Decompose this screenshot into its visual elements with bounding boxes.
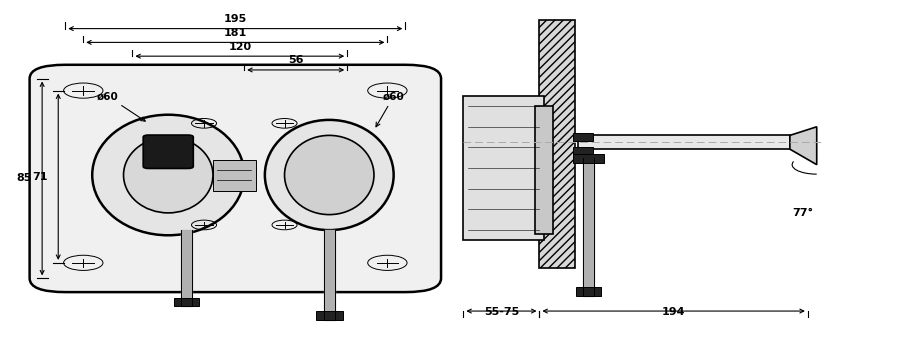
Ellipse shape — [123, 137, 213, 213]
Text: 120: 120 — [229, 42, 251, 52]
Text: 55-75: 55-75 — [484, 307, 519, 317]
Text: 71: 71 — [32, 172, 48, 182]
Bar — [316, 311, 343, 320]
Bar — [464, 96, 544, 240]
Ellipse shape — [265, 120, 393, 230]
Bar — [573, 133, 593, 141]
Text: ø60: ø60 — [376, 91, 405, 127]
Bar — [573, 147, 593, 156]
FancyBboxPatch shape — [30, 65, 441, 292]
Bar — [535, 106, 553, 233]
Bar — [213, 160, 256, 190]
Polygon shape — [790, 127, 816, 164]
Bar — [539, 20, 575, 268]
Ellipse shape — [284, 135, 374, 215]
Bar — [576, 287, 601, 295]
Bar — [174, 298, 199, 306]
FancyBboxPatch shape — [143, 135, 194, 168]
Ellipse shape — [92, 115, 244, 235]
Bar — [573, 154, 604, 163]
Text: 181: 181 — [224, 28, 247, 38]
Text: 194: 194 — [662, 307, 686, 317]
Bar — [578, 135, 790, 149]
Text: ø60: ø60 — [96, 91, 145, 121]
Text: 195: 195 — [224, 14, 247, 24]
Text: 85: 85 — [16, 174, 32, 183]
Text: 56: 56 — [288, 55, 303, 65]
Text: 77°: 77° — [793, 208, 814, 218]
